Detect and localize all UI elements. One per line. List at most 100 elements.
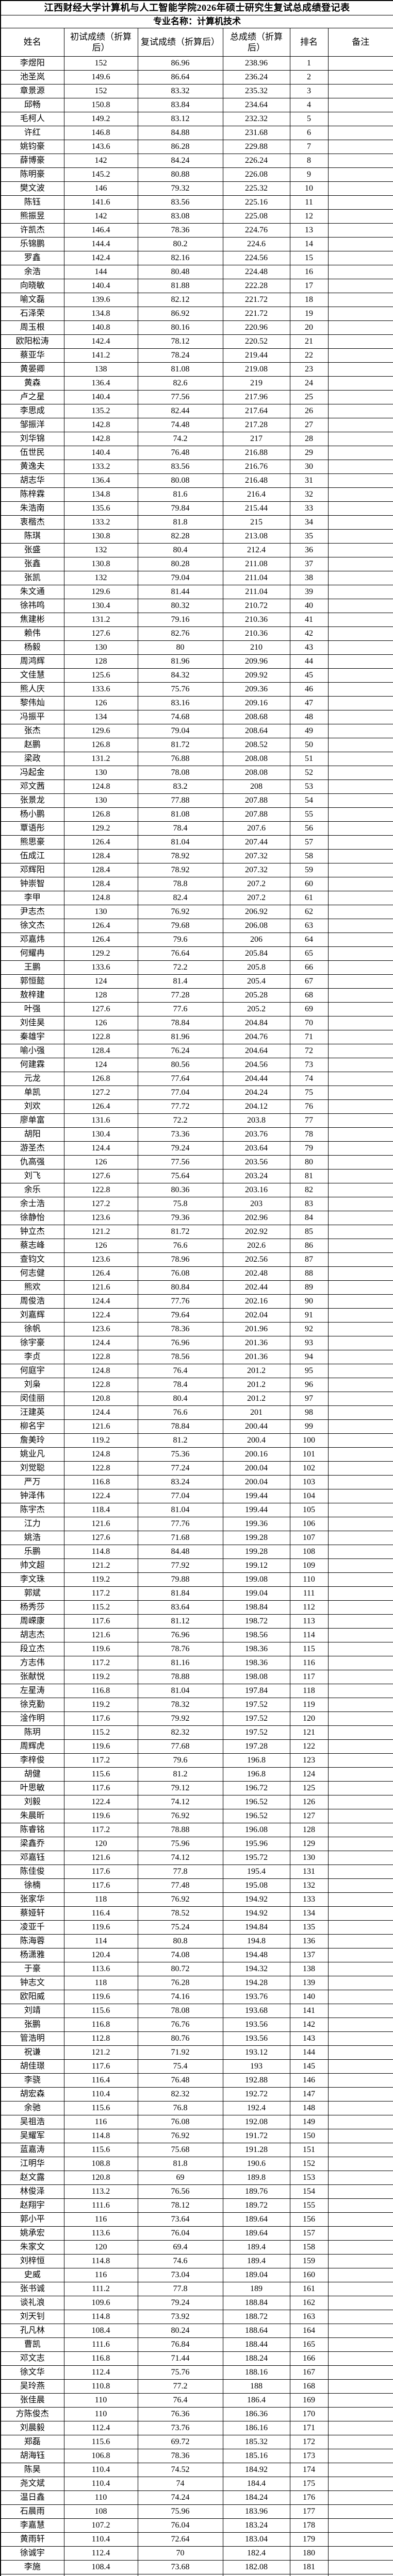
remark-cell xyxy=(328,1002,393,1016)
total-score-cell: 198.36 xyxy=(222,1642,290,1656)
retest-score-cell: 79.36 xyxy=(137,1211,223,1225)
initial-score-cell: 122.8 xyxy=(63,1030,138,1044)
remark-cell xyxy=(328,1795,393,1809)
initial-score-cell: 127.6 xyxy=(63,626,138,641)
rank-cell: 139 xyxy=(289,1976,329,1990)
name-cell: 元龙 xyxy=(0,1072,64,1086)
total-score-cell: 183.04 xyxy=(222,2532,290,2547)
retest-score-cell: 81.08 xyxy=(137,807,223,822)
name-cell: 余浩 xyxy=(0,265,64,279)
table-row: 邹振洋 142.8 74.48 217.28 27 xyxy=(0,418,393,432)
remark-cell xyxy=(328,2157,393,2171)
table-row: 吴耀军 114.8 76.92 191.72 150 xyxy=(0,2129,393,2143)
rank-cell: 92 xyxy=(289,1322,329,1336)
table-row: 刘晨毅 112.4 73.76 186.16 171 xyxy=(0,2421,393,2435)
rank-cell: 149 xyxy=(289,2115,329,2129)
remark-cell xyxy=(328,1725,393,1740)
name-cell: 柳名宇 xyxy=(0,1419,64,1434)
remark-cell xyxy=(328,1586,393,1601)
retest-score-cell: 80.32 xyxy=(137,599,223,613)
total-score-cell: 236.24 xyxy=(222,70,290,84)
remark-cell xyxy=(328,1447,393,1462)
retest-score-cell: 77.72 xyxy=(137,1099,223,1114)
initial-score-cell: 117.2 xyxy=(63,1823,138,1837)
retest-score-cell: 77.28 xyxy=(137,988,223,1003)
table-row: 刘梓恒 114.8 74.6 189.4 159 xyxy=(0,2254,393,2268)
table-row: 喻文磊 139.6 82.12 221.72 18 xyxy=(0,293,393,307)
retest-score-cell: 86.92 xyxy=(137,307,223,321)
name-cell: 石晨雨 xyxy=(0,2504,64,2519)
remark-cell xyxy=(328,1503,393,1517)
rank-cell: 40 xyxy=(289,599,329,613)
retest-score-cell: 76.48 xyxy=(137,446,223,460)
name-cell: 赵鹏 xyxy=(0,738,64,752)
name-cell: 陈佳俊 xyxy=(0,1865,64,1879)
remark-cell xyxy=(328,1614,393,1629)
initial-score-cell: 149.2 xyxy=(63,112,138,126)
rank-cell: 146 xyxy=(289,2073,329,2088)
rank-cell: 1 xyxy=(289,56,329,71)
total-score-cell: 229.88 xyxy=(222,140,290,154)
initial-score-cell: 136.4 xyxy=(63,473,138,488)
total-score-cell: 204.76 xyxy=(222,1030,290,1044)
remark-cell xyxy=(328,613,393,627)
rank-cell: 176 xyxy=(289,2490,329,2505)
rank-cell: 37 xyxy=(289,557,329,571)
table-row: 伍世民 140.4 76.48 216.88 29 xyxy=(0,446,393,460)
retest-score-cell: 81.04 xyxy=(137,835,223,850)
total-score-cell: 197.28 xyxy=(222,1739,290,1754)
table-row: 何建霖 124 80.56 204.56 73 xyxy=(0,1058,393,1072)
retest-score-cell: 70.72 xyxy=(137,2574,223,2576)
rank-cell: 175 xyxy=(289,2477,329,2491)
name-cell: 喻小强 xyxy=(0,1044,64,1058)
initial-score-cell: 113.2 xyxy=(63,2184,138,2199)
remark-cell xyxy=(328,2198,393,2213)
total-score-cell: 234.64 xyxy=(222,98,290,112)
name-cell: 陈梓霖 xyxy=(0,487,64,502)
remark-cell xyxy=(328,251,393,265)
total-score-cell: 184.4 xyxy=(222,2477,290,2491)
total-score-cell: 202.92 xyxy=(222,1225,290,1239)
retest-score-cell: 86.28 xyxy=(137,140,223,154)
remark-cell xyxy=(328,2184,393,2199)
rank-cell: 76 xyxy=(289,1099,329,1114)
name-cell: 刘靖 xyxy=(0,2004,64,2018)
initial-score-cell: 126.4 xyxy=(63,933,138,947)
initial-score-cell: 127.2 xyxy=(63,1086,138,1100)
retest-score-cell: 81.2 xyxy=(137,1767,223,1782)
remark-cell xyxy=(328,2282,393,2296)
remark-cell xyxy=(328,2310,393,2324)
name-cell: 何耀冉 xyxy=(0,946,64,961)
total-score-cell: 201 xyxy=(222,1405,290,1420)
name-cell: 郭斌 xyxy=(0,1586,64,1601)
score-table-body: 李煜阳 152 86.96 238.96 1 池圣岚 149.6 86.64 236.24 2 章景… xyxy=(0,56,393,2576)
name-cell: 胡佳璟 xyxy=(0,2059,64,2074)
remark-cell xyxy=(328,682,393,697)
retest-score-cell: 80 xyxy=(137,640,223,655)
retest-score-cell: 78.76 xyxy=(137,1642,223,1656)
total-score-cell: 220.96 xyxy=(222,320,290,335)
remark-cell xyxy=(328,362,393,377)
retest-score-cell: 79.64 xyxy=(137,1308,223,1323)
rank-cell: 12 xyxy=(289,209,329,224)
table-row: 陈海蓉 114 80.8 194.8 136 xyxy=(0,1934,393,1948)
initial-score-cell: 116.4 xyxy=(63,1906,138,1921)
remark-cell xyxy=(328,1628,393,1642)
total-score-cell: 208 xyxy=(222,779,290,794)
retest-score-cell: 84.88 xyxy=(137,126,223,140)
retest-score-cell: 78.36 xyxy=(137,223,223,238)
table-row: 秦雄宇 122.8 81.96 204.76 71 xyxy=(0,1030,393,1044)
name-cell: 邱畅 xyxy=(0,98,64,112)
retest-score-cell: 76.92 xyxy=(137,2129,223,2143)
rank-cell: 127 xyxy=(289,1809,329,1823)
rank-cell: 180 xyxy=(289,2546,329,2561)
rank-cell: 151 xyxy=(289,2143,329,2157)
total-score-cell: 224.56 xyxy=(222,251,290,265)
remark-cell xyxy=(328,1308,393,1323)
remark-cell xyxy=(328,98,393,112)
total-score-cell: 199.08 xyxy=(222,1572,290,1587)
name-cell: 严万 xyxy=(0,1475,64,1489)
name-cell: 钟崇智 xyxy=(0,877,64,891)
table-row: 徐静怡 123.6 79.36 202.96 84 xyxy=(0,1211,393,1225)
rank-cell: 141 xyxy=(289,2004,329,2018)
